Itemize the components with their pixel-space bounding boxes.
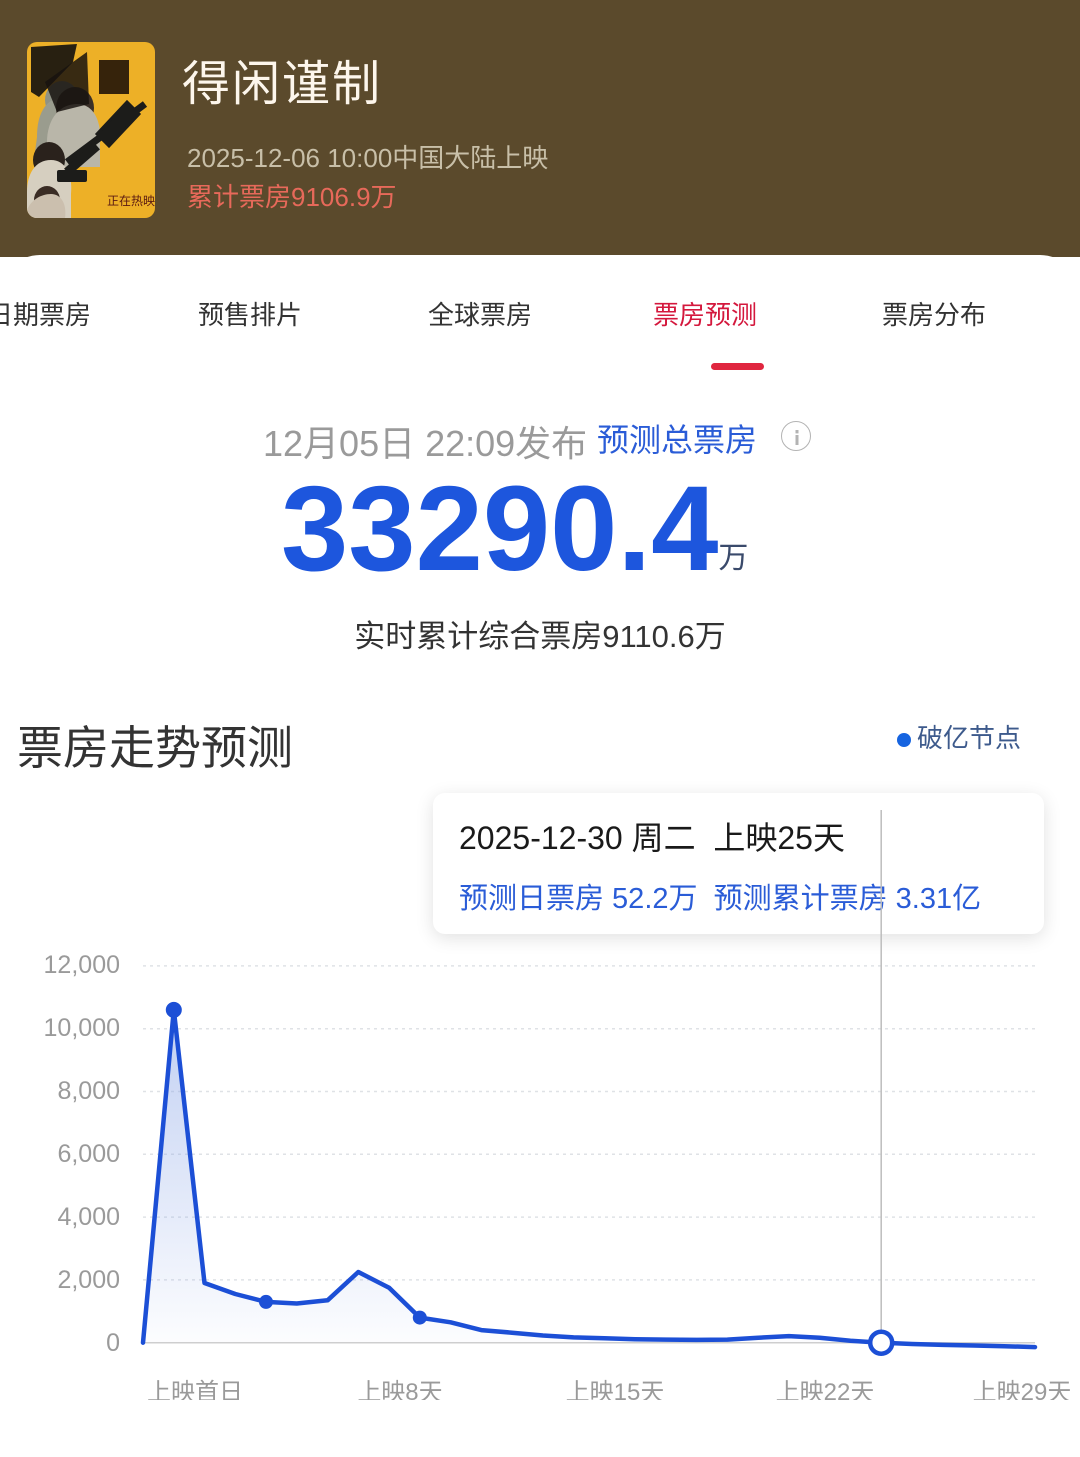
svg-text:上映15天: 上映15天 — [566, 1379, 665, 1400]
svg-text:8,000: 8,000 — [57, 1077, 120, 1105]
svg-text:上映8天: 上映8天 — [357, 1379, 442, 1400]
svg-text:4,000: 4,000 — [57, 1203, 120, 1231]
svg-text:6,000: 6,000 — [57, 1140, 120, 1168]
svg-text:正在热映: 正在热映 — [107, 194, 155, 208]
svg-text:10,000: 10,000 — [44, 1014, 120, 1042]
svg-text:上映22天: 上映22天 — [776, 1379, 875, 1400]
svg-text:12,000: 12,000 — [44, 951, 120, 979]
svg-text:上映29天: 上映29天 — [973, 1379, 1072, 1400]
svg-text:0: 0 — [106, 1329, 120, 1357]
svg-text:上映首日: 上映首日 — [147, 1379, 243, 1400]
svg-text:2,000: 2,000 — [57, 1266, 120, 1294]
